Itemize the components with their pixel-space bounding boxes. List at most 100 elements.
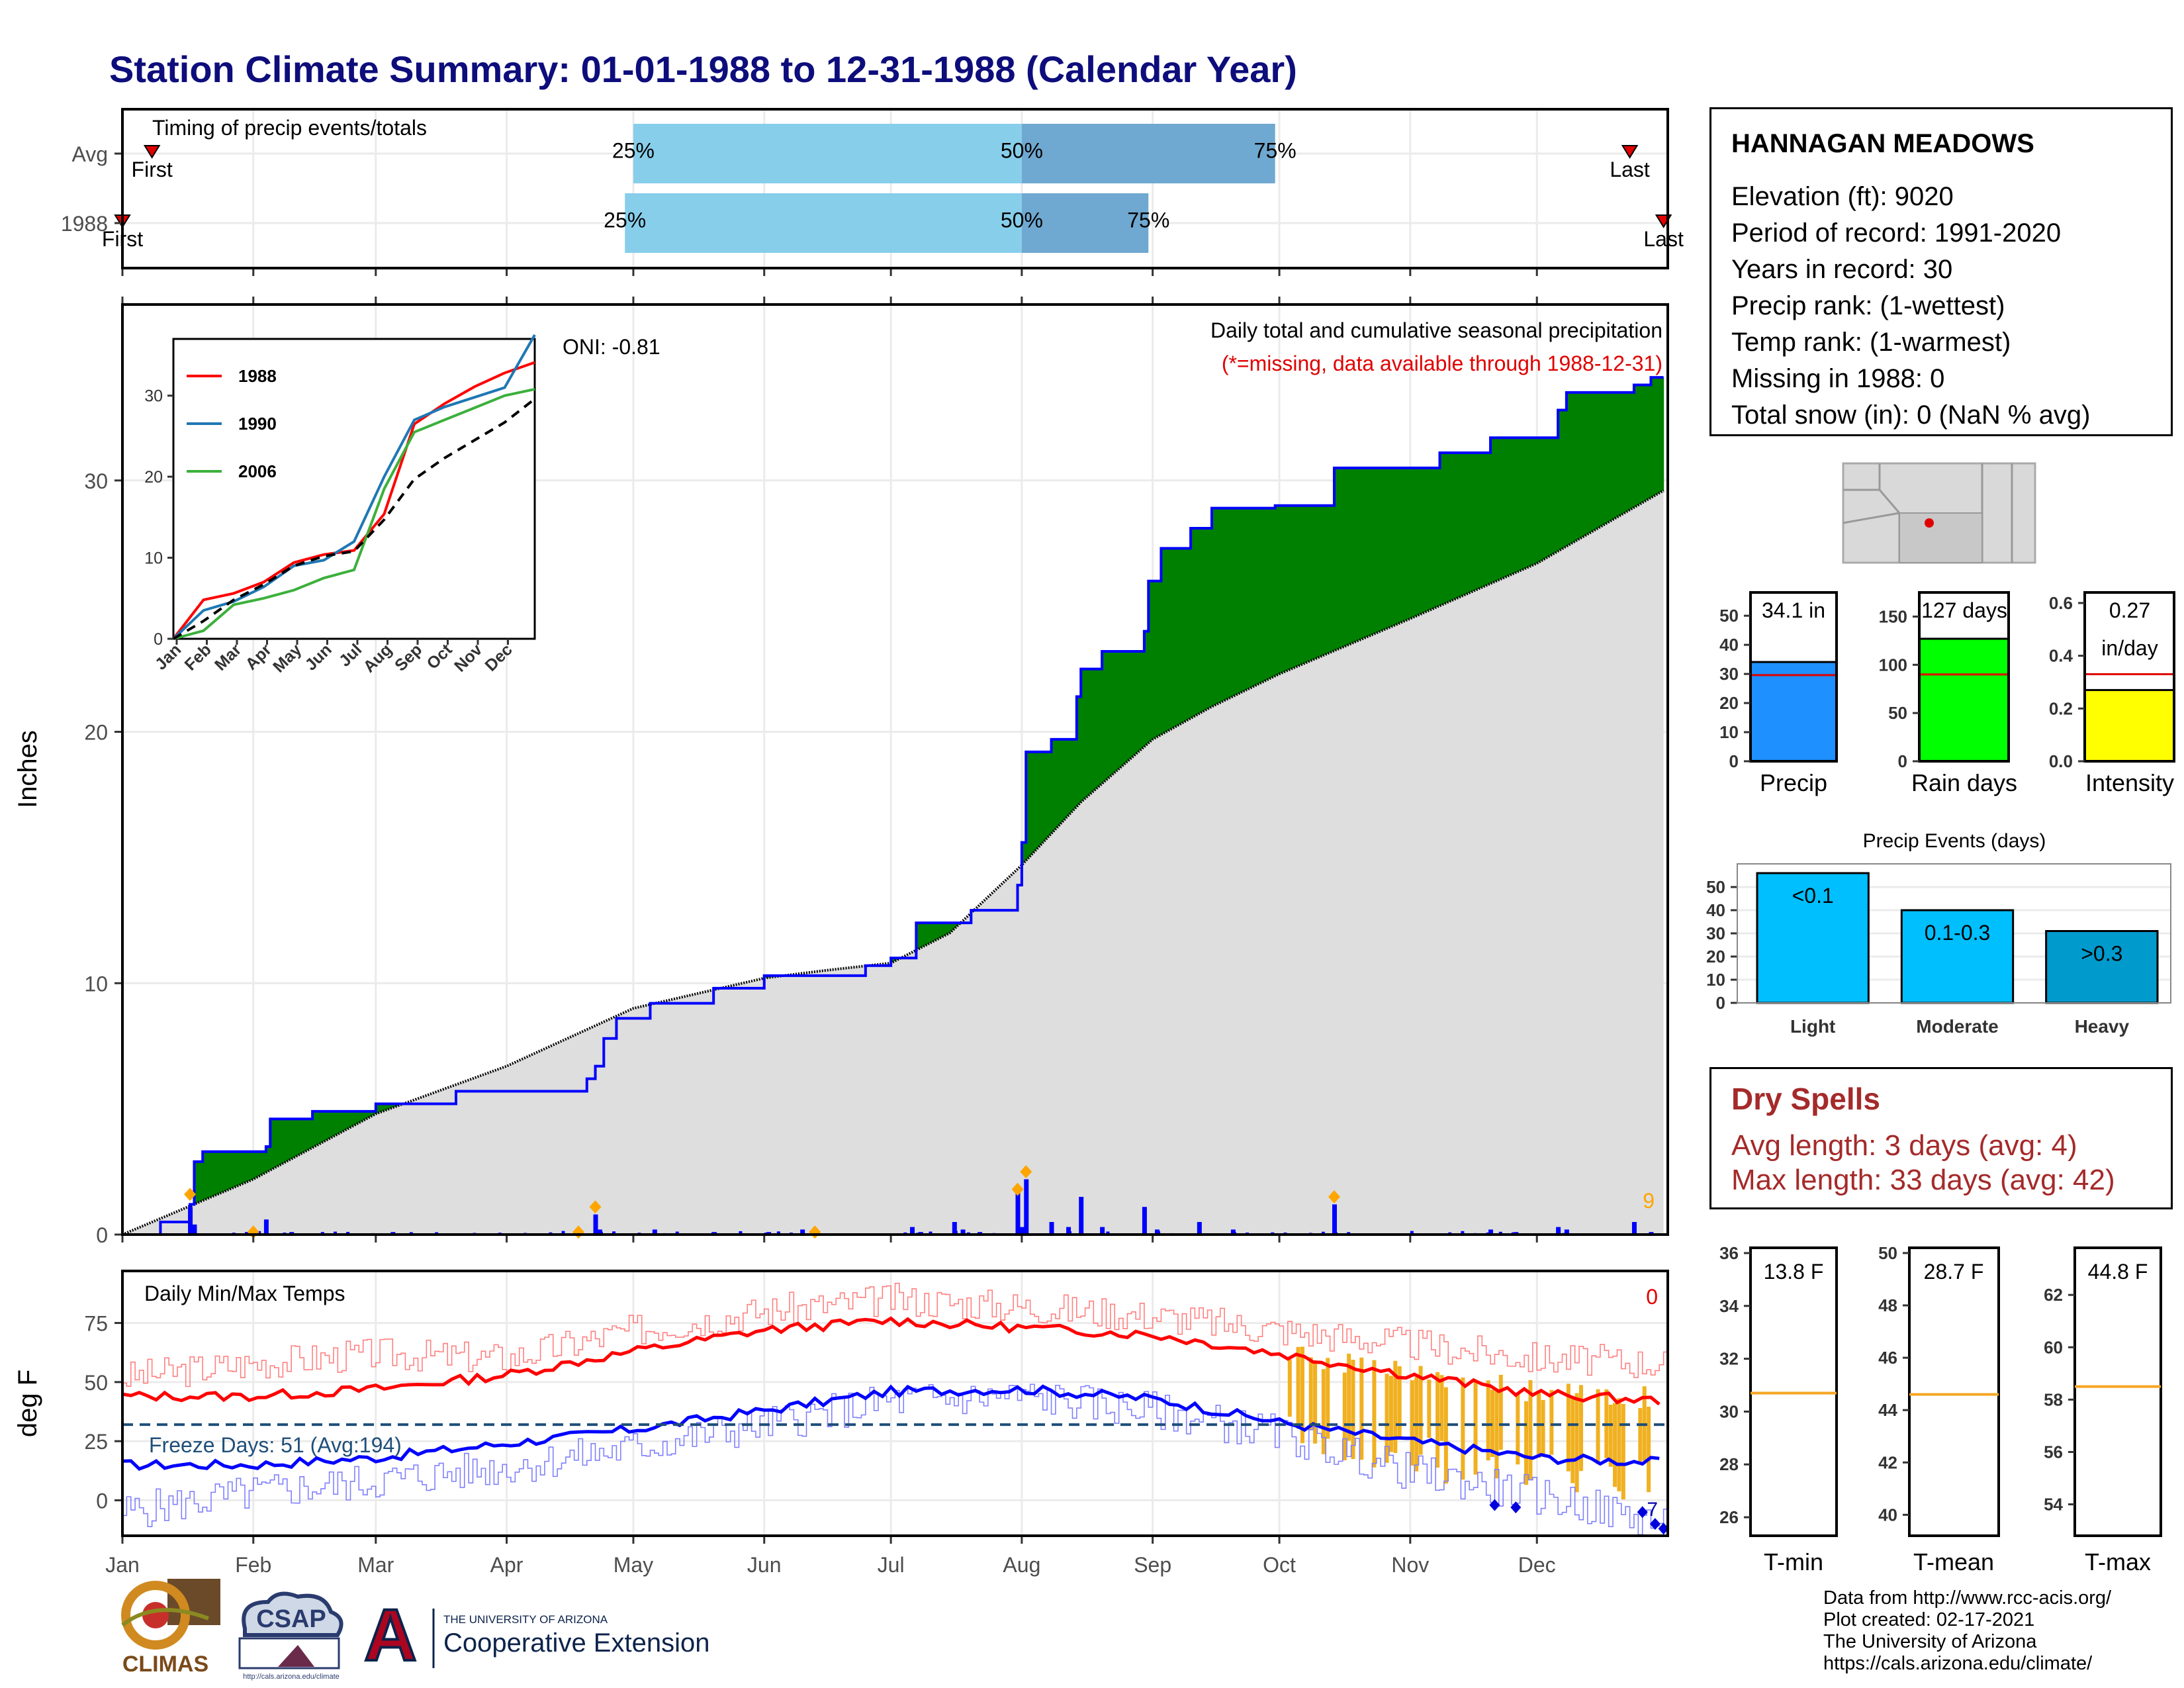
cum-above-avg-fill xyxy=(312,1111,318,1148)
cum-above-avg-fill xyxy=(1520,438,1525,571)
cum-above-avg-fill xyxy=(1465,453,1470,595)
temp-anomaly-bar xyxy=(1372,1360,1377,1468)
cum-above-avg-fill xyxy=(1136,651,1141,755)
cum-above-avg-fill xyxy=(1161,548,1166,735)
temp-anomaly-bar xyxy=(1418,1366,1423,1455)
cum-above-avg-fill xyxy=(1068,739,1073,816)
precip_total-y-tick-label: 0 xyxy=(1729,751,1739,771)
cum-above-avg-fill xyxy=(341,1111,347,1132)
extreme-precip-marker xyxy=(1328,1190,1340,1204)
cum-above-avg-fill xyxy=(219,1151,224,1194)
cum-above-avg-fill xyxy=(1537,438,1542,564)
daily-trace-bar xyxy=(1410,1231,1414,1235)
temp-anomaly-bar xyxy=(1566,1383,1570,1472)
timing-last-marker xyxy=(1621,145,1639,159)
cum-above-avg-fill xyxy=(1574,392,1580,542)
timing-q50-label: 50% xyxy=(1001,208,1043,232)
cum-above-avg-fill xyxy=(1647,385,1652,500)
daily-trace-bar xyxy=(929,1231,933,1235)
dry-spells-avg: Avg length: 3 days (avg: 4) xyxy=(1731,1129,2077,1162)
daily-precip-bar xyxy=(1564,1229,1569,1235)
temps-frame xyxy=(121,1270,1669,1537)
cum-above-avg-fill xyxy=(333,1111,338,1137)
month-tick-label: Dec xyxy=(1518,1553,1556,1577)
cum-above-avg-fill xyxy=(283,1119,288,1164)
cum-above-avg-fill xyxy=(1300,505,1305,665)
cum-above-avg-fill xyxy=(1402,467,1407,623)
cum-above-avg-fill xyxy=(1338,467,1343,649)
cum-above-avg-fill xyxy=(1021,842,1026,865)
extreme-precip-marker xyxy=(184,1188,197,1201)
events-bar-label: <0.1 xyxy=(1792,884,1834,908)
location-map xyxy=(1842,462,2036,564)
cum-y-tick-label: 0 xyxy=(96,1223,108,1247)
tmean_box-y-tick-label: 46 xyxy=(1878,1348,1897,1368)
daily-precip-bar xyxy=(1024,1179,1029,1235)
cum-above-avg-fill xyxy=(325,1111,330,1141)
month-tick-label: Jul xyxy=(878,1553,905,1577)
events-y-tick-label: 0 xyxy=(1716,993,1725,1013)
daily-precip-bar xyxy=(1015,1189,1021,1235)
cum-above-avg-fill xyxy=(249,1151,254,1182)
cum-above-avg-fill xyxy=(1191,528,1196,719)
normal-tmax-line xyxy=(122,1316,1661,1406)
cum-above-avg-fill xyxy=(346,1111,351,1130)
temp-anomaly-bar xyxy=(1473,1380,1478,1475)
events-title: Precip Events (days) xyxy=(1863,830,2046,852)
cum-above-avg-fill xyxy=(1115,651,1120,773)
temp-anomaly-bar xyxy=(1388,1376,1393,1452)
cold-day-marker xyxy=(1649,1518,1661,1530)
events-y-tick-label: 10 xyxy=(1706,970,1725,990)
cum-above-avg-fill xyxy=(1439,453,1445,606)
cum-above-avg-fill xyxy=(316,1111,322,1146)
station-years: Years in record: 30 xyxy=(1731,255,1953,284)
cum-above-avg-fill xyxy=(1228,508,1234,699)
temp-anomaly-bar xyxy=(1321,1369,1326,1454)
intensity-y-tick-label: 0.0 xyxy=(2049,751,2073,771)
cum-above-avg-fill xyxy=(279,1119,284,1166)
timing-row-label: Avg xyxy=(71,142,108,166)
cum-y-tick-label: 30 xyxy=(84,469,108,493)
precip_total-bar xyxy=(1749,661,1838,763)
cum-above-avg-fill xyxy=(1452,453,1457,600)
map-station-marker xyxy=(1925,518,1934,528)
inset-legend-label: 1988 xyxy=(238,366,277,386)
station-elevation: Elevation (ft): 9020 xyxy=(1731,182,1954,211)
temps-y-tick-label: 25 xyxy=(84,1430,108,1454)
cum-above-avg-fill xyxy=(1051,739,1056,834)
cum-above-avg-fill xyxy=(1638,385,1643,506)
obs-tmin-line xyxy=(122,1383,1668,1536)
cum-above-avg-fill xyxy=(1592,392,1597,532)
cum-above-avg-fill xyxy=(1621,392,1626,515)
cum-above-avg-fill xyxy=(954,923,959,929)
events-category-label: Light xyxy=(1790,1016,1835,1037)
cum-above-avg-fill xyxy=(375,1103,381,1114)
cum-above-avg-fill xyxy=(1579,392,1584,539)
cold-day-marker xyxy=(1489,1499,1500,1511)
credit-data-source: Data from http://www.rcc-acis.org/ xyxy=(1823,1587,2112,1609)
cum-title: Daily total and cumulative seasonal prec… xyxy=(1210,318,1662,342)
cum-above-avg-fill xyxy=(1558,410,1563,551)
daily-trace-bar xyxy=(1498,1231,1502,1235)
cum-above-avg-fill xyxy=(1545,438,1550,559)
timing-last-label: Last xyxy=(1610,158,1650,181)
timing-frame xyxy=(121,108,1669,269)
cum-above-avg-fill xyxy=(1106,651,1111,780)
daily-trace-bar xyxy=(954,1231,958,1235)
daily-trace-bar xyxy=(1157,1231,1161,1235)
cum-above-avg-fill xyxy=(265,1147,271,1173)
ua-small-text: THE UNIVERSITY OF ARIZONA xyxy=(443,1613,608,1626)
temp-anomaly-bar xyxy=(1621,1403,1625,1500)
daily-precip-bar xyxy=(1631,1222,1637,1235)
cum-above-avg-fill xyxy=(1469,453,1475,593)
intensity-y-tick-label: 0.2 xyxy=(2049,698,2073,718)
cum-above-avg-fill xyxy=(270,1119,275,1170)
daily-precip-bar xyxy=(188,1207,193,1235)
temps-y-tick-label: 0 xyxy=(96,1489,108,1513)
cum-above-avg-fill xyxy=(1604,392,1610,525)
cum-above-avg-fill xyxy=(1448,453,1453,602)
cum-above-avg-fill xyxy=(1587,392,1592,535)
cum-above-avg-fill xyxy=(1203,528,1208,712)
cum-average-line xyxy=(122,489,1664,1236)
cum-above-avg-fill xyxy=(215,1151,220,1196)
